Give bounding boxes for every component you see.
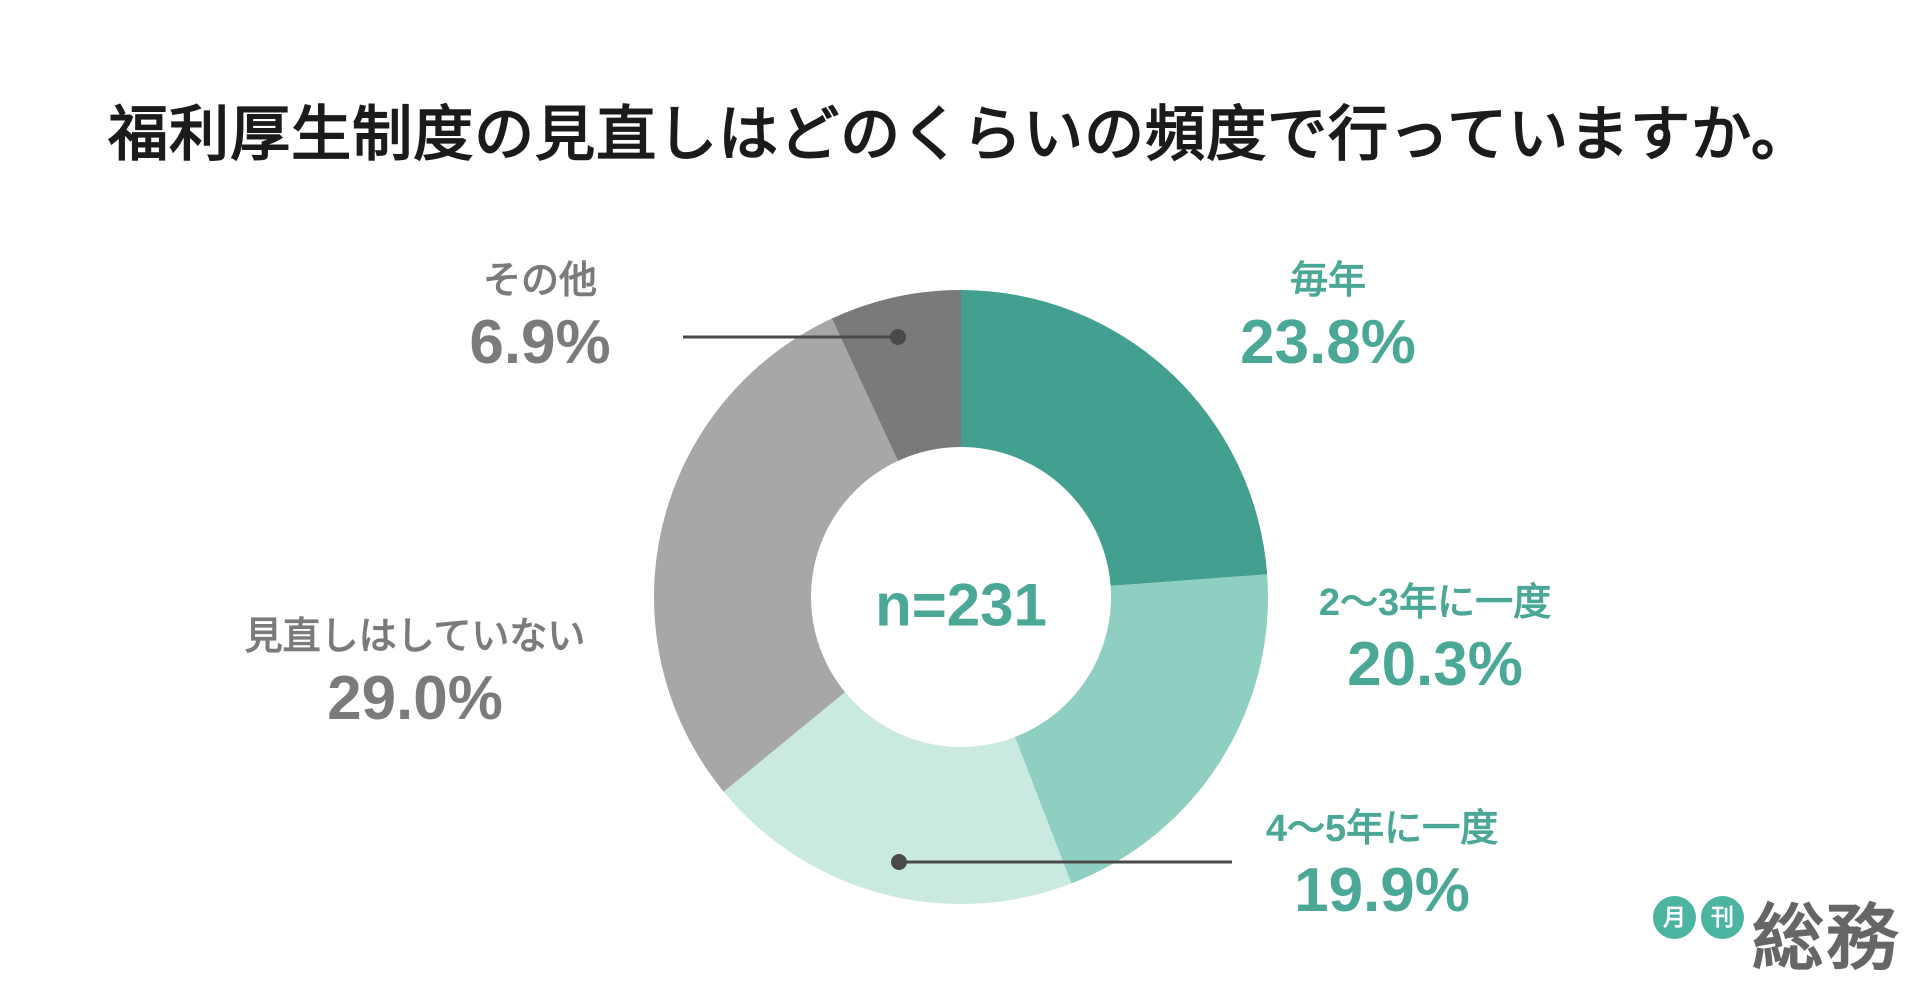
leader-dot-other bbox=[890, 329, 906, 345]
segment-percent: 6.9% bbox=[469, 307, 611, 377]
segment-label-no-review: 見直しはしていない 29.0% bbox=[245, 616, 586, 730]
donut-segment-4 bbox=[831, 290, 961, 461]
segment-name: 4〜5年に一度 bbox=[1265, 808, 1499, 850]
segment-label-4-5-years: 4〜5年に一度 19.9% bbox=[1266, 808, 1498, 922]
segment-percent: 19.9% bbox=[1294, 855, 1470, 925]
segment-name: 2〜3年に一度 bbox=[1318, 582, 1552, 624]
donut-segments bbox=[654, 290, 1269, 904]
segment-label-other: その他 6.9% bbox=[469, 260, 610, 374]
segment-percent: 23.8% bbox=[1240, 307, 1416, 377]
donut-segment-3 bbox=[654, 318, 898, 792]
logo-badge-month: 月 bbox=[1653, 896, 1696, 939]
leader-dot-4-5-years bbox=[891, 854, 907, 870]
brand-logo: 月 刊 総務 bbox=[1653, 896, 1900, 975]
logo-badge-kan: 刊 bbox=[1701, 896, 1744, 939]
segment-name: その他 bbox=[482, 260, 598, 302]
logo-text: 総務 bbox=[1752, 899, 1901, 979]
donut-segment-1 bbox=[1014, 574, 1269, 884]
donut-segment-2 bbox=[723, 692, 1072, 904]
chart-title: 福利厚生制度の見直しはどのくらいの頻度で行っていますか。 bbox=[108, 101, 1812, 168]
callout-lines bbox=[683, 329, 1232, 870]
segment-label-every-year: 毎年 23.8% bbox=[1240, 260, 1416, 374]
donut-center-label: n=231 bbox=[875, 571, 1047, 639]
segment-name: 毎年 bbox=[1289, 260, 1366, 302]
segment-percent: 20.3% bbox=[1347, 629, 1523, 699]
segment-percent: 29.0% bbox=[327, 663, 503, 733]
donut-segment-0 bbox=[961, 290, 1268, 586]
segment-name: 見直しはしていない bbox=[244, 616, 586, 658]
segment-label-2-3-years: 2〜3年に一度 20.3% bbox=[1319, 582, 1551, 696]
